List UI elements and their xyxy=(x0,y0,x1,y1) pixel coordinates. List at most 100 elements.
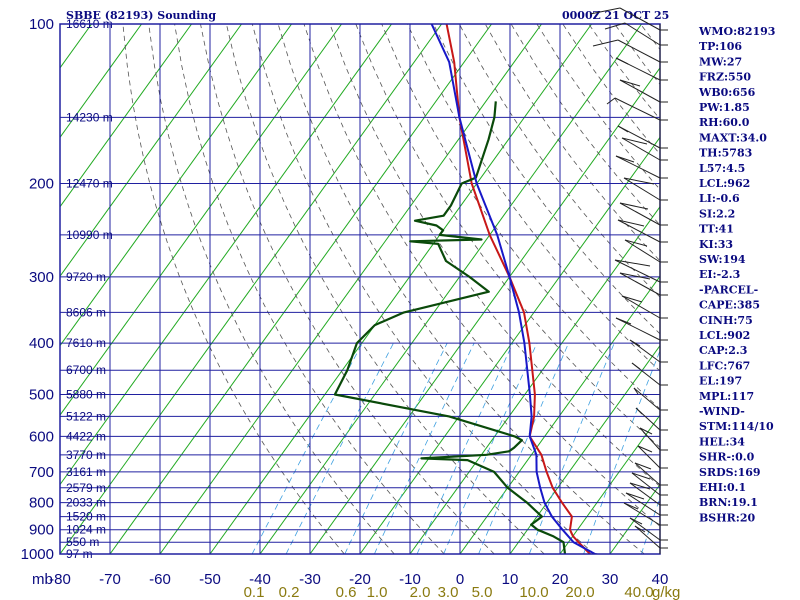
stability-index-text: EHI:0.1 xyxy=(699,481,746,494)
wind-barb-flag xyxy=(619,79,641,87)
stability-index-text: -WIND- xyxy=(699,405,745,418)
stability-index-text: PW:1.85 xyxy=(699,101,750,114)
isotherm-line xyxy=(259,24,643,554)
stability-index-text: MAXT:34.0 xyxy=(699,131,767,144)
stability-index-text: WMO:82193 xyxy=(698,25,775,38)
wind-barb-flag xyxy=(617,219,645,227)
pressure-tick-label: 200 xyxy=(29,176,54,193)
height-label: 1520 m xyxy=(66,510,106,524)
wind-barb-staff xyxy=(629,339,661,363)
stability-index-text: SRDS:169 xyxy=(699,466,761,479)
wind-barb-flag xyxy=(629,517,643,525)
pressure-tick-label: 300 xyxy=(29,269,54,286)
isotherm-line xyxy=(359,136,660,554)
temperature-tick-label: -80 xyxy=(49,571,71,588)
parcel-profile-line xyxy=(430,24,600,554)
mixing-ratio-tick-label: 1.0 xyxy=(367,584,388,600)
wind-barb-staff xyxy=(623,502,661,526)
stability-index-text: BRN:19.1 xyxy=(699,496,758,509)
stability-index-text: WB0:656 xyxy=(698,86,756,99)
height-label: 3770 m xyxy=(66,448,106,462)
stability-index-text: BSHR:20 xyxy=(699,511,755,524)
wind-barb-flag xyxy=(617,125,629,133)
wind-barb-flag xyxy=(633,387,639,395)
isotherm-line xyxy=(60,24,143,139)
stability-index-text: EL:197 xyxy=(699,375,742,388)
stability-index-text: CINH:75 xyxy=(699,314,753,327)
pressure-tick-label: 100 xyxy=(29,16,54,33)
isotherm-line xyxy=(559,414,660,554)
wind-barb-flag xyxy=(592,39,619,47)
mixing-ratio-line xyxy=(478,342,569,554)
mixing-ratio-tick-label: 0.2 xyxy=(279,584,300,600)
height-label: 14230 m xyxy=(66,110,113,124)
stability-index-text: LFC:767 xyxy=(699,359,750,372)
stability-index-text: SHR-:0.0 xyxy=(699,451,755,464)
mixing-ratio-tick-label: 10.0 xyxy=(519,584,548,600)
stability-index-text: TH:5783 xyxy=(699,147,752,160)
wind-barb-staff xyxy=(623,177,661,201)
temperature-tick-label: -10 xyxy=(399,571,421,588)
wind-barb-flag xyxy=(615,317,632,325)
pressure-tick-label: 800 xyxy=(29,495,54,512)
dry-adiabat-line xyxy=(562,24,660,155)
isotherm-line xyxy=(509,344,660,554)
stability-index-text: LI:-0.6 xyxy=(699,192,740,205)
wind-barb-flag xyxy=(631,362,641,370)
height-label: 10990 m xyxy=(66,228,113,242)
stability-index-text: MW:27 xyxy=(699,55,742,68)
wind-barb-staff xyxy=(631,472,661,496)
dry-adiabat-line xyxy=(148,24,395,554)
temperature-tick-label: 30 xyxy=(602,571,619,588)
stability-index-text: TP:106 xyxy=(699,40,742,53)
background-grid xyxy=(60,24,660,554)
height-label: 6700 m xyxy=(66,363,106,377)
temperature-profile-line xyxy=(445,24,593,554)
mixing-ratio-line xyxy=(583,349,660,554)
wind-barb-staff xyxy=(639,427,661,451)
stability-index-text: EI:-2.3 xyxy=(699,268,740,281)
wind-barb-staff xyxy=(625,492,661,516)
isotherm-line xyxy=(309,67,660,554)
temperature-tick-label: 10 xyxy=(502,571,519,588)
chart-timestamp: 0000Z 21 OCT 25 xyxy=(562,9,669,22)
stability-index-text: CAP:2.3 xyxy=(699,344,747,357)
temperature-axis: -80 -70 -60 -50 -40 -30 -20 -10 0 10 20 30 40 xyxy=(49,571,668,588)
isotherm-line xyxy=(60,24,343,416)
mixing-ratio-unit-label: g/kg xyxy=(652,584,680,600)
height-label: 2033 m xyxy=(66,496,106,510)
dry-adiabat-line xyxy=(122,24,345,554)
temperature-tick-label: 20 xyxy=(552,571,569,588)
wind-barb-staff xyxy=(619,7,661,31)
stability-index-text: -PARCEL- xyxy=(699,283,758,296)
mixing-ratio-tick-label: 5.0 xyxy=(472,584,493,600)
height-label: 3161 m xyxy=(66,465,106,479)
mixing-ratio-line xyxy=(416,342,514,554)
height-label: 1024 m xyxy=(66,523,106,537)
wind-barb-staff xyxy=(619,79,661,103)
stability-index-text: STM:114/10 xyxy=(699,420,774,433)
pressure-tick-label: 700 xyxy=(29,464,54,481)
temperature-tick-label: 0 xyxy=(456,571,464,588)
stability-index-text: RH:60.0 xyxy=(699,116,750,129)
stability-index-text: LCL:902 xyxy=(699,329,750,342)
wind-barb-staff xyxy=(619,202,661,226)
wind-barb-staff xyxy=(621,137,661,161)
wind-barb-flag xyxy=(619,202,649,210)
wind-barb-flag xyxy=(631,472,651,480)
wind-barb-staff xyxy=(619,272,661,296)
isotherm-line xyxy=(60,24,193,208)
wind-barb-flag xyxy=(624,239,648,247)
wind-barb-flag xyxy=(621,295,643,303)
height-label: 4422 m xyxy=(66,429,106,443)
pressure-unit-label: mb xyxy=(32,571,53,588)
isotherm-line xyxy=(60,24,393,486)
wind-barb-staff xyxy=(634,525,661,549)
stability-index-text: HEL:34 xyxy=(699,435,745,448)
height-label: 5122 m xyxy=(66,409,106,423)
pressure-tick-label: 500 xyxy=(29,386,54,403)
stability-index-text: TT:41 xyxy=(699,223,734,236)
wind-barb-staff xyxy=(634,462,661,486)
height-label: 8606 m xyxy=(66,305,106,319)
